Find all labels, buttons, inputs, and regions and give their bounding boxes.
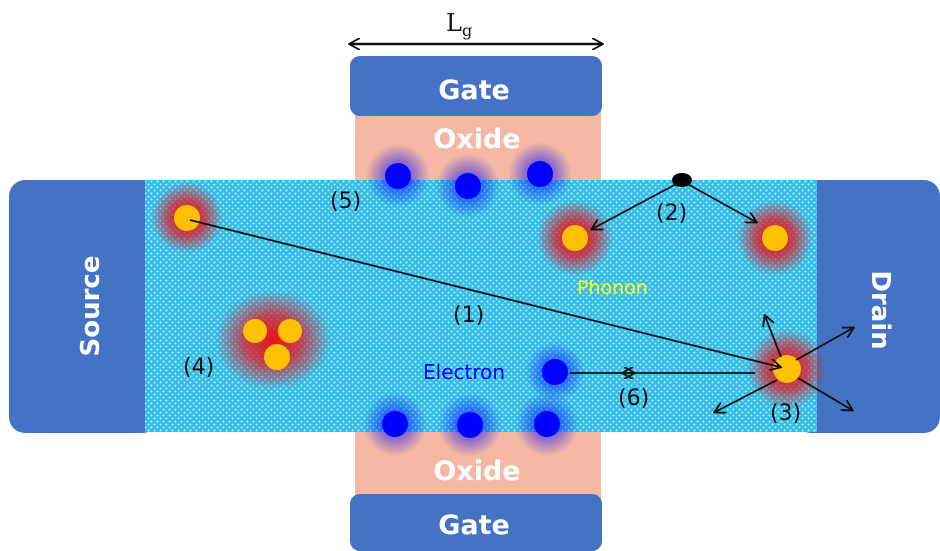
arrow-3-up [765, 316, 782, 358]
gate-top-label: Gate [438, 75, 510, 106]
phonon-mid-left [537, 200, 613, 276]
arrow-1 [189, 219, 780, 367]
gate-bottom-label: Gate [438, 510, 510, 541]
arrow-2-left [592, 181, 681, 229]
electron-top-2 [436, 154, 500, 218]
arrow-3-down-left [715, 379, 778, 412]
electron-bottom-2 [438, 393, 502, 457]
electron-bottom-3 [515, 392, 579, 456]
electron-top-1 [366, 144, 430, 208]
source-label: Source [76, 256, 106, 357]
electron-label: Electron [423, 360, 505, 384]
arrow-3-down-right [797, 377, 852, 410]
gate-length-label: Lg [446, 9, 472, 40]
marker-4: (4) [183, 355, 214, 380]
oxide-top-label: Oxide [433, 124, 520, 155]
phonon-cluster [215, 290, 331, 390]
arrow-3-up-right [795, 328, 853, 361]
marker-1: (1) [453, 303, 484, 328]
oxide-bottom-label: Oxide [433, 456, 520, 487]
source-electrode [9, 180, 159, 433]
drain-electrode [795, 180, 940, 433]
electron-bottom-1 [363, 392, 427, 456]
phonon-drain [747, 329, 827, 409]
electron-top-3 [508, 142, 572, 206]
gate-top [350, 56, 602, 116]
phonon-mid-right [737, 200, 813, 276]
drain-label: Drain [865, 270, 895, 349]
arrow-2-right [683, 181, 756, 222]
phonon-source [151, 182, 223, 254]
marker-6: (6) [618, 386, 649, 411]
electron-middle [525, 342, 585, 402]
marker-3: (3) [770, 401, 801, 426]
phonon-label: Phonon [577, 277, 648, 299]
marker-5: (5) [330, 189, 361, 214]
gate-bottom [350, 494, 602, 551]
marker-2: (2) [656, 201, 687, 226]
